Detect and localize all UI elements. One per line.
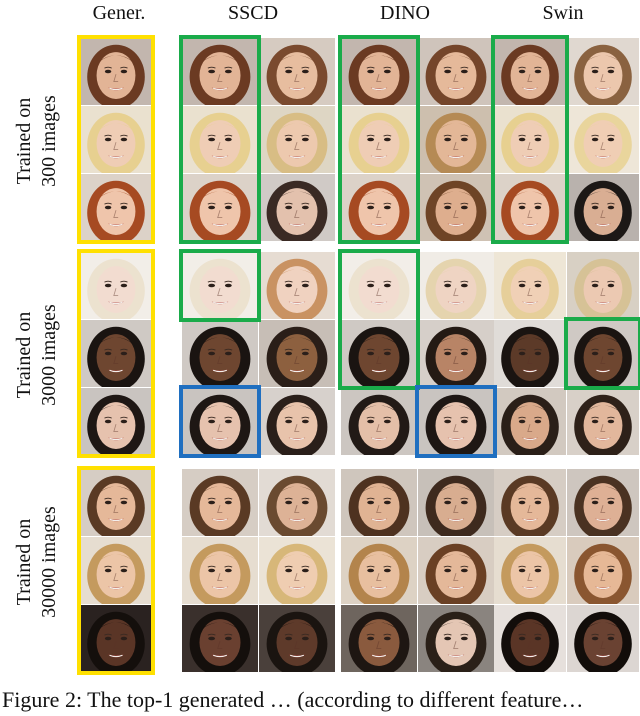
face-image [341, 252, 417, 319]
face-image [182, 320, 258, 387]
face-image [80, 106, 152, 173]
row-label-3000: Trained on 3000 images [12, 255, 62, 455]
column-header-dino: DINO [380, 2, 430, 24]
row-label-line1: Trained on [13, 311, 35, 399]
face-image [341, 537, 417, 604]
face-image [182, 252, 258, 319]
face-image [494, 174, 566, 241]
face-image [418, 252, 494, 319]
face-image [341, 106, 417, 173]
face-image [182, 174, 258, 241]
face-image [80, 38, 152, 105]
face-image [567, 320, 639, 387]
face-image [259, 106, 335, 173]
row-label-300: Trained on 300 images [12, 41, 62, 241]
face-image [567, 388, 639, 455]
face-image [341, 605, 417, 672]
face-image [182, 469, 258, 536]
face-image [418, 469, 494, 536]
face-image [341, 38, 417, 105]
face-image [494, 537, 566, 604]
column-header-swin: Swin [542, 2, 584, 24]
face-image [80, 388, 152, 455]
face-image [567, 106, 639, 173]
face-image [80, 174, 152, 241]
face-image [182, 38, 258, 105]
face-image [567, 469, 639, 536]
face-image [182, 537, 258, 604]
face-image [341, 388, 417, 455]
face-image [259, 388, 335, 455]
row-label-line1: Trained on [13, 97, 35, 185]
face-image [567, 605, 639, 672]
face-image [494, 320, 566, 387]
face-image [494, 388, 566, 455]
face-image [182, 388, 258, 455]
face-image [259, 252, 335, 319]
face-image [494, 252, 566, 319]
face-image [418, 106, 494, 173]
face-image [418, 537, 494, 604]
face-image [341, 469, 417, 536]
face-image [494, 106, 566, 173]
face-image [567, 252, 639, 319]
face-image [182, 106, 258, 173]
face-image [418, 388, 494, 455]
face-image [259, 605, 335, 672]
column-header-sscd: SSCD [227, 2, 279, 24]
face-image [494, 38, 566, 105]
face-image [259, 320, 335, 387]
face-image [567, 174, 639, 241]
figure-caption: Figure 2: The top-1 generated … (accordi… [2, 687, 584, 712]
face-image [80, 320, 152, 387]
face-image [80, 605, 152, 672]
face-image [259, 537, 335, 604]
row-label-line2: 300 images [38, 95, 60, 187]
face-image [80, 537, 152, 604]
face-image [567, 38, 639, 105]
face-image [418, 174, 494, 241]
face-image [259, 469, 335, 536]
face-image [494, 469, 566, 536]
face-image [259, 38, 335, 105]
face-image [80, 469, 152, 536]
row-label-line2: 30000 images [38, 506, 60, 618]
row-label-line2: 3000 images [38, 304, 60, 406]
face-image [80, 252, 152, 319]
face-image [182, 605, 258, 672]
face-image [341, 174, 417, 241]
face-image [418, 320, 494, 387]
face-image [341, 320, 417, 387]
row-label-30000: Trained on 30000 images [12, 462, 62, 662]
column-header-gener: Gener. [92, 2, 146, 24]
face-image [418, 605, 494, 672]
face-image [418, 38, 494, 105]
face-image [494, 605, 566, 672]
face-image [259, 174, 335, 241]
face-image [567, 537, 639, 604]
row-label-line1: Trained on [13, 518, 35, 606]
